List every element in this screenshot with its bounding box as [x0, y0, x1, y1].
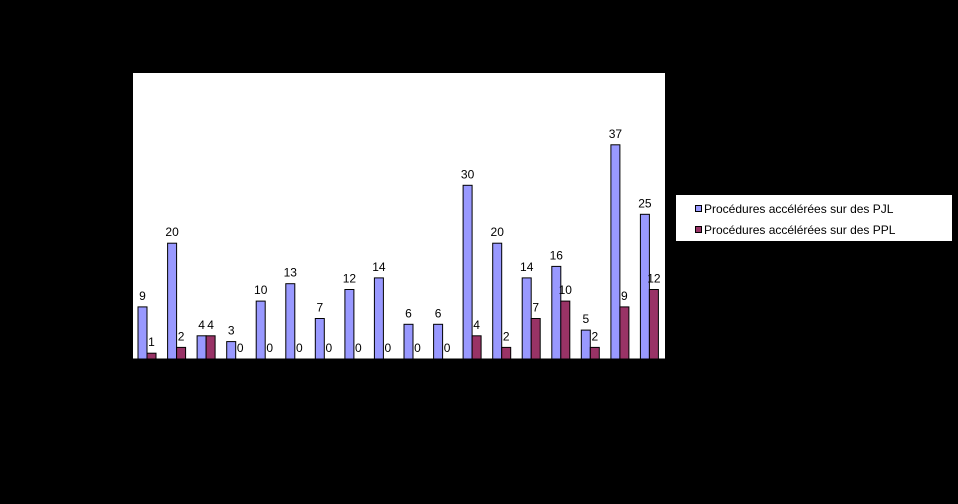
data-label-s2-c2: 2 [178, 329, 185, 343]
data-label-s1-c14: 14 [520, 260, 534, 274]
legend-label-ppl: Procédures accélérées sur des PPL [704, 223, 896, 237]
data-label-s1-c6: 13 [284, 266, 298, 280]
legend-item-pjl: Procédures accélérées sur des PJL [695, 202, 894, 216]
bar-s1-c8 [344, 289, 355, 360]
data-label-s2-c3: 4 [207, 318, 214, 332]
bar-s1-c9 [373, 277, 384, 360]
data-label-s2-c18: 12 [647, 272, 661, 286]
data-label-s1-c13: 20 [491, 225, 505, 239]
data-label-s1-c5: 10 [254, 283, 268, 297]
data-label-s2-c16: 2 [591, 329, 598, 343]
bar-s1-c5 [255, 300, 266, 360]
bar-s2-c17 [619, 306, 630, 360]
data-label-s1-c12: 30 [461, 167, 475, 181]
data-label-s2-c15: 10 [559, 283, 573, 297]
legend-label-pjl: Procédures accélérées sur des PJL [704, 202, 894, 216]
bar-s1-c12 [462, 184, 473, 360]
data-label-s2-c13: 2 [503, 329, 510, 343]
bar-s2-c12 [471, 335, 482, 360]
bar-s1-c16 [580, 329, 591, 360]
plot-area [133, 73, 665, 359]
data-label-s2-c9: 0 [385, 341, 392, 355]
bar-s1-c7 [314, 318, 325, 360]
data-label-s2-c17: 9 [621, 289, 628, 303]
data-label-s1-c10: 6 [405, 306, 412, 320]
bar-s1-c2 [167, 242, 178, 360]
data-label-s1-c3: 4 [198, 318, 205, 332]
data-label-s1-c4: 3 [228, 324, 235, 338]
bar-s1-c13 [492, 242, 503, 360]
data-label-s2-c4: 0 [237, 341, 244, 355]
data-label-s2-c6: 0 [296, 341, 303, 355]
data-label-s1-c1: 9 [139, 289, 146, 303]
bar-s1-c1 [137, 306, 148, 360]
legend-swatch-pjl [695, 205, 702, 212]
data-label-s1-c2: 20 [165, 225, 179, 239]
data-label-s1-c7: 7 [316, 301, 323, 315]
bar-s2-c1 [146, 352, 157, 360]
data-label-s2-c1: 1 [148, 335, 155, 349]
bar-s1-c4 [226, 341, 237, 360]
legend-swatch-ppl [695, 226, 702, 233]
legend-item-ppl: Procédures accélérées sur des PPL [695, 223, 896, 237]
data-label-s2-c12: 4 [473, 318, 480, 332]
bar-s1-c15 [551, 265, 562, 360]
data-label-s1-c8: 12 [343, 272, 357, 286]
bar-s2-c13 [501, 346, 512, 360]
bar-s1-c10 [403, 323, 414, 360]
bar-s2-c18 [648, 289, 659, 360]
bar-s1-c14 [521, 277, 532, 360]
bar-s1-c18 [639, 213, 650, 360]
data-label-s2-c5: 0 [266, 341, 273, 355]
data-label-s2-c7: 0 [325, 341, 332, 355]
data-label-s2-c11: 0 [444, 341, 451, 355]
bar-s2-c16 [589, 346, 600, 360]
bar-s1-c3 [196, 335, 207, 360]
data-label-s2-c14: 7 [532, 301, 539, 315]
bar-s2-c15 [560, 300, 571, 360]
bar-s1-c11 [433, 323, 444, 360]
data-label-s1-c17: 37 [609, 127, 623, 141]
data-label-s1-c11: 6 [435, 306, 442, 320]
legend: Procédures accélérées sur des PJL Procéd… [675, 194, 953, 242]
data-label-s1-c16: 5 [582, 312, 589, 326]
data-label-s2-c10: 0 [414, 341, 421, 355]
data-label-s1-c18: 25 [638, 196, 652, 210]
bar-s1-c17 [610, 144, 621, 360]
data-label-s2-c8: 0 [355, 341, 362, 355]
data-label-s1-c15: 16 [550, 248, 564, 262]
bar-s1-c6 [285, 283, 296, 360]
bar-s2-c14 [530, 318, 541, 360]
bar-s2-c3 [205, 335, 216, 360]
bar-s2-c2 [176, 346, 187, 360]
data-label-s1-c9: 14 [372, 260, 386, 274]
